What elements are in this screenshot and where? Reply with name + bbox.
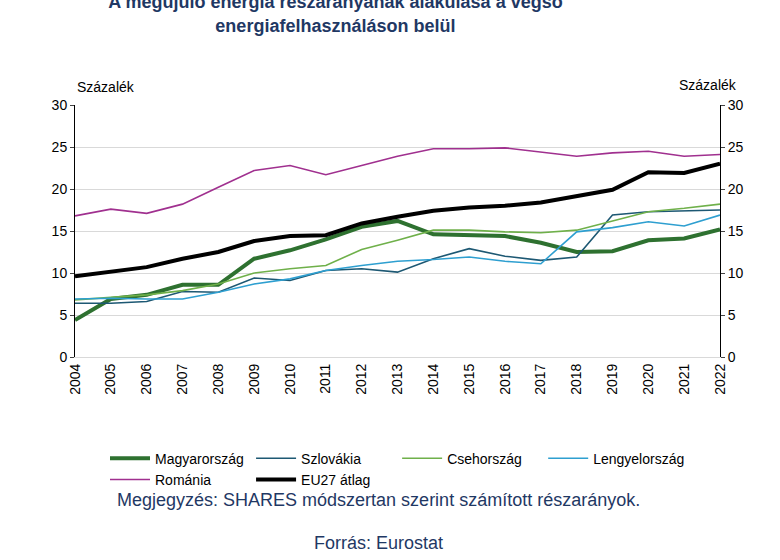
svg-text:20: 20 xyxy=(52,181,68,197)
svg-text:Megjegyzés: SHARES módszertan: Megjegyzés: SHARES módszertan szerint sz… xyxy=(117,490,640,510)
svg-text:Forrás: Eurostat: Forrás: Eurostat xyxy=(314,533,443,553)
svg-text:A megújuló energia részarányán: A megújuló energia részarányának alakulá… xyxy=(108,0,563,36)
svg-text:2015: 2015 xyxy=(461,363,477,394)
svg-text:2016: 2016 xyxy=(497,363,513,394)
svg-text:30: 30 xyxy=(52,97,68,113)
svg-text:25: 25 xyxy=(52,139,68,155)
svg-text:2019: 2019 xyxy=(604,363,620,394)
svg-text:2009: 2009 xyxy=(246,363,262,394)
svg-text:2011: 2011 xyxy=(317,363,333,393)
svg-text:Szlovákia: Szlovákia xyxy=(301,451,361,467)
svg-text:20: 20 xyxy=(728,181,744,197)
svg-text:2021: 2021 xyxy=(676,363,692,394)
svg-text:Csehország: Csehország xyxy=(447,451,522,467)
svg-text:2013: 2013 xyxy=(389,363,405,394)
svg-text:Magyarország: Magyarország xyxy=(155,451,244,467)
svg-text:Lengyelország: Lengyelország xyxy=(593,451,684,467)
svg-text:0: 0 xyxy=(728,349,736,365)
svg-text:Százalék: Százalék xyxy=(679,77,737,93)
svg-text:2007: 2007 xyxy=(174,363,190,394)
svg-text:10: 10 xyxy=(52,265,68,281)
svg-text:Százalék: Százalék xyxy=(77,79,135,95)
svg-text:2006: 2006 xyxy=(138,363,154,394)
svg-text:30: 30 xyxy=(728,97,744,113)
svg-text:2022: 2022 xyxy=(712,363,728,394)
svg-text:15: 15 xyxy=(52,223,68,239)
svg-text:5: 5 xyxy=(59,307,67,323)
svg-text:2008: 2008 xyxy=(210,363,226,394)
svg-text:2020: 2020 xyxy=(640,363,656,394)
svg-text:2017: 2017 xyxy=(532,363,548,394)
svg-text:10: 10 xyxy=(728,265,744,281)
svg-text:2012: 2012 xyxy=(353,363,369,394)
svg-text:2005: 2005 xyxy=(102,363,118,394)
svg-text:0: 0 xyxy=(59,349,67,365)
svg-text:2004: 2004 xyxy=(67,363,83,394)
svg-text:15: 15 xyxy=(728,223,744,239)
svg-text:2014: 2014 xyxy=(425,363,441,394)
svg-text:2010: 2010 xyxy=(282,363,298,394)
svg-text:EU27 átlag: EU27 átlag xyxy=(301,472,370,488)
svg-text:2018: 2018 xyxy=(568,363,584,394)
svg-text:Románia: Románia xyxy=(155,472,211,488)
svg-text:5: 5 xyxy=(728,307,736,323)
svg-text:25: 25 xyxy=(728,139,744,155)
